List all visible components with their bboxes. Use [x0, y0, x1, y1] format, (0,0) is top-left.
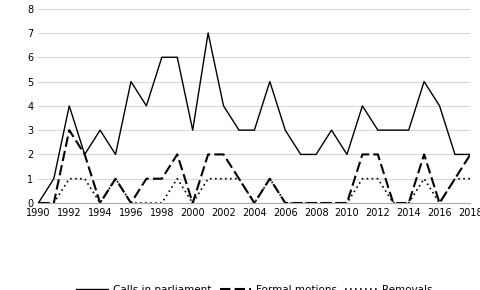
Formal motions	[252, 201, 257, 205]
Formal motions	[421, 153, 427, 156]
Removals	[174, 177, 180, 180]
Removals	[437, 201, 443, 205]
Formal motions	[329, 201, 335, 205]
Formal motions	[360, 153, 365, 156]
Legend: Calls in parliament, Formal motions, Removals: Calls in parliament, Formal motions, Rem…	[72, 280, 436, 290]
Calls in parliament	[468, 153, 473, 156]
Formal motions	[298, 201, 303, 205]
Formal motions	[205, 153, 211, 156]
Formal motions	[36, 201, 41, 205]
Removals	[113, 177, 119, 180]
Calls in parliament	[82, 153, 87, 156]
Formal motions	[313, 201, 319, 205]
Removals	[51, 201, 57, 205]
Formal motions	[128, 201, 134, 205]
Formal motions	[406, 201, 411, 205]
Removals	[97, 201, 103, 205]
Removals	[298, 201, 303, 205]
Calls in parliament	[298, 153, 303, 156]
Calls in parliament	[174, 55, 180, 59]
Removals	[344, 201, 350, 205]
Calls in parliament	[36, 201, 41, 205]
Removals	[159, 201, 165, 205]
Formal motions	[390, 201, 396, 205]
Calls in parliament	[344, 153, 350, 156]
Removals	[329, 201, 335, 205]
Removals	[282, 201, 288, 205]
Calls in parliament	[144, 104, 149, 108]
Calls in parliament	[205, 31, 211, 35]
Calls in parliament	[128, 80, 134, 83]
Formal motions	[66, 128, 72, 132]
Line: Formal motions: Formal motions	[38, 130, 470, 203]
Formal motions	[159, 177, 165, 180]
Removals	[128, 201, 134, 205]
Calls in parliament	[360, 104, 365, 108]
Calls in parliament	[375, 128, 381, 132]
Formal motions	[344, 201, 350, 205]
Formal motions	[51, 201, 57, 205]
Calls in parliament	[282, 128, 288, 132]
Removals	[468, 177, 473, 180]
Calls in parliament	[51, 177, 57, 180]
Removals	[313, 201, 319, 205]
Formal motions	[190, 201, 195, 205]
Calls in parliament	[221, 104, 227, 108]
Removals	[236, 177, 242, 180]
Removals	[252, 201, 257, 205]
Calls in parliament	[390, 128, 396, 132]
Calls in parliament	[267, 80, 273, 83]
Calls in parliament	[406, 128, 411, 132]
Removals	[360, 177, 365, 180]
Calls in parliament	[452, 153, 458, 156]
Line: Calls in parliament: Calls in parliament	[38, 33, 470, 203]
Removals	[221, 177, 227, 180]
Calls in parliament	[437, 104, 443, 108]
Calls in parliament	[252, 128, 257, 132]
Formal motions	[174, 153, 180, 156]
Formal motions	[221, 153, 227, 156]
Calls in parliament	[313, 153, 319, 156]
Formal motions	[82, 153, 87, 156]
Line: Removals: Removals	[38, 179, 470, 203]
Calls in parliament	[113, 153, 119, 156]
Removals	[267, 177, 273, 180]
Calls in parliament	[66, 104, 72, 108]
Formal motions	[282, 201, 288, 205]
Formal motions	[375, 153, 381, 156]
Removals	[205, 177, 211, 180]
Removals	[82, 177, 87, 180]
Formal motions	[113, 177, 119, 180]
Formal motions	[452, 177, 458, 180]
Calls in parliament	[97, 128, 103, 132]
Removals	[421, 177, 427, 180]
Removals	[390, 201, 396, 205]
Calls in parliament	[159, 55, 165, 59]
Removals	[406, 201, 411, 205]
Calls in parliament	[190, 128, 195, 132]
Formal motions	[267, 177, 273, 180]
Removals	[190, 201, 195, 205]
Calls in parliament	[329, 128, 335, 132]
Formal motions	[236, 177, 242, 180]
Removals	[144, 201, 149, 205]
Removals	[36, 201, 41, 205]
Formal motions	[437, 201, 443, 205]
Calls in parliament	[421, 80, 427, 83]
Calls in parliament	[236, 128, 242, 132]
Formal motions	[97, 201, 103, 205]
Removals	[66, 177, 72, 180]
Formal motions	[468, 153, 473, 156]
Removals	[452, 177, 458, 180]
Formal motions	[144, 177, 149, 180]
Removals	[375, 177, 381, 180]
